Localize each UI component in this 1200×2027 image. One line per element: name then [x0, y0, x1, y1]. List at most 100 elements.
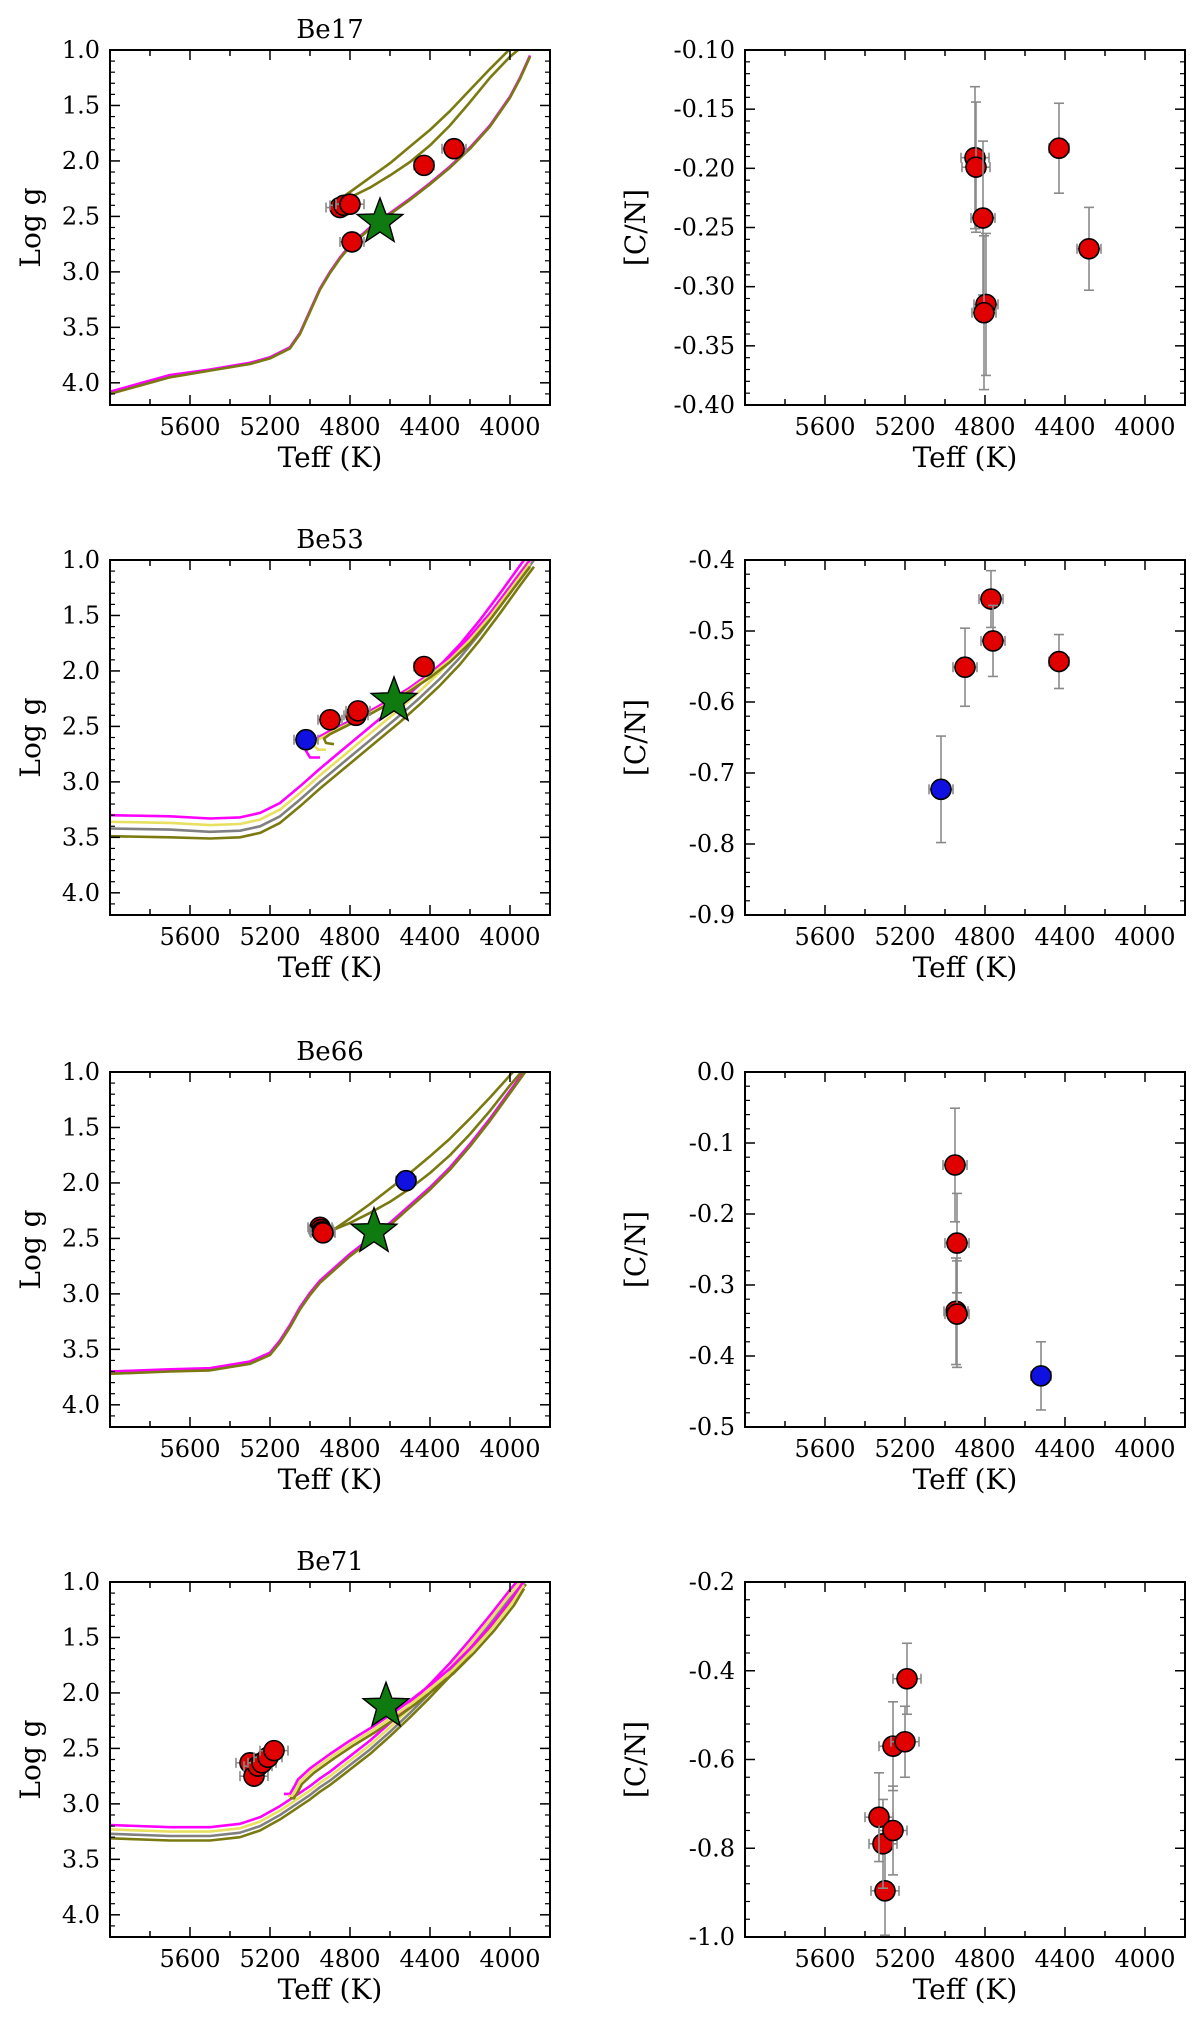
- x-axis-label: Teff (K): [913, 1463, 1018, 1496]
- x-tick-label: 4000: [1114, 923, 1175, 951]
- star-icon: [369, 674, 419, 722]
- clump-star-point: [395, 1169, 417, 1192]
- x-axis-label: Teff (K): [278, 1463, 383, 1496]
- y-tick-label: 3.5: [62, 1335, 100, 1363]
- y-tick-label: 0.0: [697, 1058, 735, 1086]
- isochrone-line: [110, 1582, 519, 1829]
- isochrone-line: [284, 1582, 525, 1796]
- isochrone-line: [110, 1582, 523, 1833]
- isochrone-line: [333, 1072, 524, 1231]
- isochrone-line: [110, 1072, 527, 1376]
- y-tick-label: -0.9: [689, 901, 735, 929]
- x-tick-label: 4000: [1114, 1435, 1175, 1463]
- isochrones: [110, 560, 536, 840]
- giant-star-point: [347, 700, 369, 722]
- y-tick-label: 2.5: [62, 1224, 100, 1252]
- giant-star-point: [874, 1880, 896, 1902]
- hr-diagram-panel: Be66 5600 5200 4800 4400 4000 1.0 1.5 2.0 2.5 3.0 3…: [14, 1037, 551, 1496]
- giant-star-point: [894, 1730, 916, 1753]
- y-tick-label: 3.5: [62, 313, 100, 341]
- x-axis-label: Teff (K): [278, 951, 383, 984]
- x-tick-label: 5600: [159, 1945, 220, 1973]
- clump-star-point: [1030, 1365, 1052, 1387]
- x-tick-label: 4800: [954, 923, 1015, 951]
- y-axis-label: Log g: [14, 1719, 47, 1799]
- x-tick-label: 5200: [874, 413, 935, 441]
- hr-diagram-panel: Be17 5600 5200 4800 4400 4000 1.0 1.5 2.0 2.5 3.0 3…: [14, 15, 551, 474]
- y-tick-label: -0.15: [673, 95, 735, 123]
- y-tick-label: -0.6: [689, 688, 735, 716]
- x-tick-label: 5600: [794, 1945, 855, 1973]
- x-tick-label: 4400: [399, 413, 460, 441]
- y-tick-label: 1.5: [62, 1113, 100, 1141]
- x-tick-label: 4400: [1034, 413, 1095, 441]
- y-tick-label: -0.6: [689, 1746, 735, 1774]
- giant-star-point: [946, 1232, 968, 1254]
- y-tick-label: -0.40: [673, 391, 735, 419]
- clump-star-point: [930, 778, 952, 801]
- data-points: [960, 85, 1102, 391]
- y-tick-label: 4.0: [62, 1901, 100, 1929]
- isochrone-line: [110, 560, 536, 834]
- y-tick-label: -0.2: [689, 1568, 735, 1596]
- giant-star-point: [946, 1303, 968, 1325]
- y-tick-label: 4.0: [62, 369, 100, 397]
- data-points: [307, 1169, 417, 1244]
- y-axis-label: Log g: [14, 1209, 47, 1289]
- x-tick-label: 5600: [794, 1435, 855, 1463]
- giant-star-point: [319, 708, 341, 731]
- x-tick-label: 5200: [239, 413, 300, 441]
- y-tick-label: -0.25: [673, 214, 735, 242]
- x-tick-label: 5200: [874, 923, 935, 951]
- x-tick-label: 4000: [1114, 1945, 1175, 1973]
- y-tick-label: 2.0: [62, 657, 100, 685]
- y-tick-label: -0.8: [689, 1834, 735, 1862]
- x-axis-label: Teff (K): [278, 1973, 383, 2006]
- y-tick-label: 1.5: [62, 1623, 100, 1651]
- x-tick-label: 5200: [874, 1945, 935, 1973]
- y-tick-label: 3.0: [62, 258, 100, 286]
- x-tick-label: 4800: [954, 413, 1015, 441]
- data-points: [864, 1642, 922, 1937]
- x-tick-label: 4400: [1034, 1435, 1095, 1463]
- y-axis-label: Log g: [14, 187, 47, 267]
- plot-frame: [744, 49, 1186, 406]
- y-tick-label: -0.2: [689, 1200, 735, 1228]
- x-tick-label: 5600: [794, 923, 855, 951]
- giant-star-point: [263, 1739, 285, 1762]
- x-tick-label: 4400: [399, 1945, 460, 1973]
- plot-frame: [744, 1071, 1186, 1428]
- isochrones: [110, 1582, 527, 1842]
- x-axis-label: Teff (K): [913, 441, 1018, 474]
- giant-star-point: [1048, 650, 1070, 673]
- x-tick-label: 5600: [159, 923, 220, 951]
- y-axis-label: [C/N]: [619, 1721, 652, 1798]
- star-icon: [361, 1680, 411, 1728]
- y-tick-label: -0.4: [689, 1657, 735, 1685]
- x-axis-label: Teff (K): [913, 1973, 1018, 2006]
- isochrone-line: [110, 560, 526, 820]
- y-tick-label: -0.30: [673, 273, 735, 301]
- isochrone-line: [333, 50, 511, 205]
- giant-star-point: [944, 1154, 966, 1176]
- plot-frame: [744, 1581, 1186, 1938]
- y-tick-label: 1.0: [62, 546, 100, 574]
- panel-title: Be66: [296, 1037, 364, 1067]
- y-tick-label: -0.20: [673, 154, 735, 182]
- y-axis-label: [C/N]: [619, 1211, 652, 1288]
- y-tick-label: 1.0: [62, 1058, 100, 1086]
- cn-ratio-panel: 5600 5200 4800 4400 4000 -1.0 -0.8 -0.6 -0.4 -0.2…: [619, 1568, 1186, 2006]
- cn-ratio-panel: 5600 5200 4800 4400 4000 -0.40 -0.35 -0.30 -0.25…: [619, 36, 1186, 474]
- data-points: [235, 1739, 289, 1787]
- x-tick-label: 4800: [954, 1945, 1015, 1973]
- y-tick-label: 2.5: [62, 712, 100, 740]
- x-tick-label: 5200: [874, 1435, 935, 1463]
- y-tick-label: 2.0: [62, 1169, 100, 1197]
- isochrones: [110, 1072, 527, 1376]
- x-axis-label: Teff (K): [913, 951, 1018, 984]
- giant-star-point: [973, 301, 995, 324]
- cn-ratio-panel: 5600 5200 4800 4400 4000 -0.5 -0.4 -0.3 -0.2 -0.1…: [619, 1058, 1186, 1496]
- y-tick-label: -0.5: [689, 617, 735, 645]
- x-tick-label: 4800: [319, 1435, 380, 1463]
- y-axis-label: Log g: [14, 697, 47, 777]
